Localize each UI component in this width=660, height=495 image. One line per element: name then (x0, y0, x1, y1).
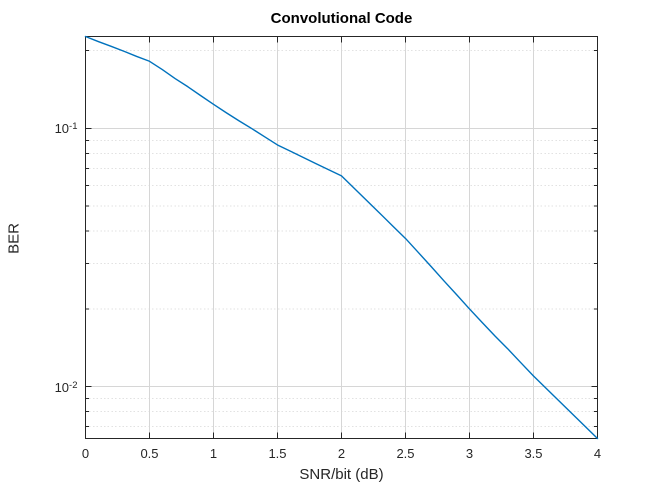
x-tick-label: 0.5 (140, 446, 159, 461)
x-tick-label: 1 (209, 446, 218, 461)
chart-title: Convolutional Code (270, 10, 413, 27)
y-tick-label: 10-1 (54, 121, 78, 137)
ber-curve (84, 35, 599, 440)
major-gridlines (85, 36, 598, 439)
x-tick-label: 0 (81, 446, 90, 461)
x-tick-label: 3.5 (524, 446, 543, 461)
x-tick-label: 3 (465, 446, 474, 461)
x-axis-label: SNR/bit (dB) (299, 466, 384, 483)
y-axis-label: BER (5, 223, 23, 254)
x-tick-label: 2 (337, 446, 346, 461)
x-tick-label: 4 (593, 446, 602, 461)
axes-box (85, 36, 598, 439)
x-tick-label: 2.5 (396, 446, 415, 461)
x-tick-label: 1.5 (268, 446, 287, 461)
y-tick-label: 10-2 (54, 379, 78, 395)
